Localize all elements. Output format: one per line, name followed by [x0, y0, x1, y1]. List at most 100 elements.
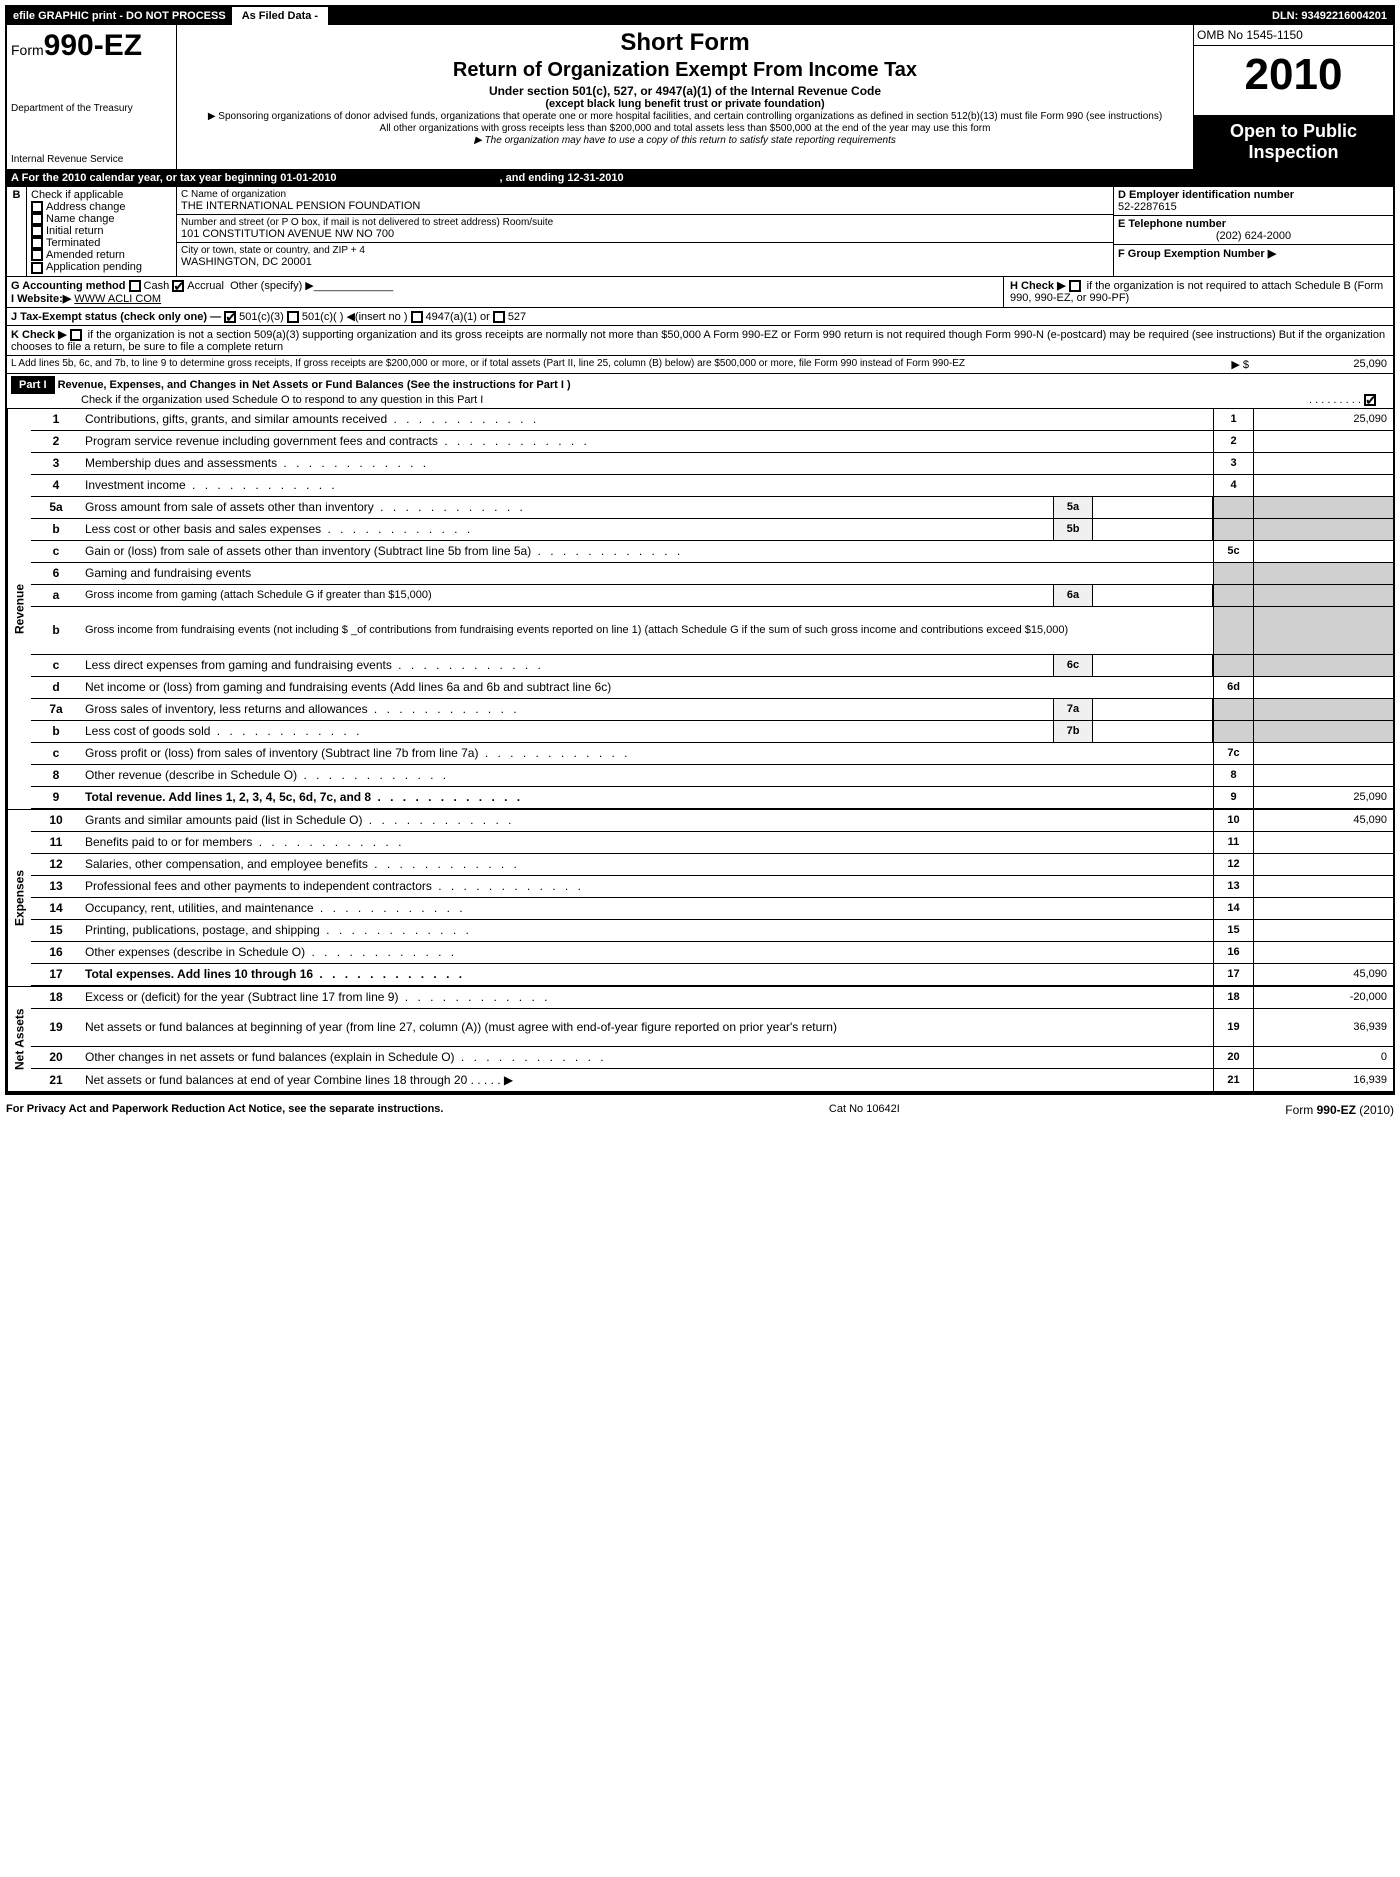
main-title: Return of Organization Exempt From Incom… — [183, 59, 1187, 82]
h-text1: H Check ▶ — [1010, 280, 1066, 292]
f-label: F Group Exemption Number ▶ — [1118, 247, 1389, 260]
inval-5a — [1093, 497, 1213, 518]
chk-schedule-o[interactable] — [1364, 394, 1376, 406]
lbl-4947a1: 4947(a)(1) or — [426, 311, 490, 323]
desc-20: Other changes in net assets or fund bala… — [81, 1048, 1213, 1066]
label-b: B — [7, 187, 27, 276]
chk-terminated[interactable] — [31, 237, 43, 249]
chk-initial-return[interactable] — [31, 225, 43, 237]
desc-7c: Gross profit or (loss) from sales of inv… — [81, 744, 1213, 762]
desc-17: Total expenses. Add lines 10 through 16 — [81, 965, 1213, 983]
num-5b: b — [31, 522, 81, 536]
expenses-body: 10Grants and similar amounts paid (list … — [31, 810, 1393, 986]
on-17: 17 — [1213, 964, 1253, 985]
inval-6a — [1093, 585, 1213, 606]
val-21: 16,939 — [1253, 1069, 1393, 1091]
part-i-heading: Revenue, Expenses, and Changes in Net As… — [58, 379, 571, 391]
part-i-title: Part I — [11, 376, 55, 394]
lbl-accrual: Accrual — [187, 280, 224, 292]
chk-4947a1[interactable] — [411, 311, 423, 323]
num-9: 9 — [31, 790, 81, 804]
on-18: 18 — [1213, 987, 1253, 1008]
on-7c: 7c — [1213, 743, 1253, 764]
desc-13: Professional fees and other payments to … — [81, 877, 1213, 895]
street-label: Number and street (or P O box, if mail i… — [181, 217, 1109, 228]
topbar: efile GRAPHIC print - DO NOT PROCESS As … — [7, 7, 1393, 25]
inval-7b — [1093, 721, 1213, 742]
section-netassets: Net Assets 18Excess or (deficit) for the… — [7, 987, 1393, 1093]
num-6d: d — [31, 680, 81, 694]
on-13: 13 — [1213, 876, 1253, 897]
chk-527[interactable] — [493, 311, 505, 323]
val-6a-shade — [1253, 585, 1393, 606]
chk-accrual[interactable] — [172, 280, 184, 292]
c-label: C Name of organization — [181, 189, 1109, 200]
lbl-other: Other (specify) ▶ — [230, 280, 314, 292]
in-5b: 5b — [1053, 519, 1093, 540]
lbl-527: 527 — [508, 311, 526, 323]
num-8: 8 — [31, 768, 81, 782]
line-j: J Tax-Exempt status (check only one) — 5… — [7, 308, 1393, 326]
chk-name-change[interactable] — [31, 213, 43, 225]
num-5a: 5a — [31, 500, 81, 514]
website-url[interactable]: WWW ACLI COM — [74, 293, 161, 305]
desc-3: Membership dues and assessments — [81, 454, 1213, 472]
desc-6a: Gross income from gaming (attach Schedul… — [81, 587, 1053, 603]
num-7c: c — [31, 746, 81, 760]
val-6d — [1253, 677, 1393, 698]
desc-9: Total revenue. Add lines 1, 2, 3, 4, 5c,… — [81, 788, 1213, 806]
val-16 — [1253, 942, 1393, 963]
phone: (202) 624-2000 — [1118, 230, 1389, 242]
header-left: Form990-EZ Department of the Treasury In… — [7, 25, 177, 169]
num-19: 19 — [31, 1020, 81, 1034]
num-6c: c — [31, 658, 81, 672]
l-value: 25,090 — [1253, 356, 1393, 373]
lbl-amended: Amended return — [46, 249, 125, 261]
k-label: K Check ▶ — [11, 329, 67, 341]
chk-k[interactable] — [70, 329, 82, 341]
inval-7a — [1093, 699, 1213, 720]
desc-12: Salaries, other compensation, and employ… — [81, 855, 1213, 873]
num-2: 2 — [31, 434, 81, 448]
i-label: I Website:▶ — [11, 293, 71, 305]
num-16: 16 — [31, 945, 81, 959]
chk-501c[interactable] — [287, 311, 299, 323]
in-7a: 7a — [1053, 699, 1093, 720]
chk-address-change[interactable] — [31, 201, 43, 213]
on-8: 8 — [1213, 765, 1253, 786]
desc-5b: Less cost or other basis and sales expen… — [81, 520, 1053, 538]
desc-5a: Gross amount from sale of assets other t… — [81, 498, 1053, 516]
in-6a: 6a — [1053, 585, 1093, 606]
org-street: 101 CONSTITUTION AVENUE NW NO 700 — [181, 228, 1109, 240]
chk-schedule-b[interactable] — [1069, 280, 1081, 292]
on-20: 20 — [1213, 1047, 1253, 1068]
chk-pending[interactable] — [31, 262, 43, 274]
chk-cash[interactable] — [129, 280, 141, 292]
name-address-col: C Name of organization THE INTERNATIONAL… — [177, 187, 1113, 276]
on-9: 9 — [1213, 787, 1253, 808]
chk-501c3[interactable] — [224, 311, 236, 323]
g-label: G Accounting method — [11, 280, 125, 292]
num-10: 10 — [31, 813, 81, 827]
part-i-check-text: Check if the organization used Schedule … — [81, 394, 483, 406]
on-12: 12 — [1213, 854, 1253, 875]
part-i-header: Part I Revenue, Expenses, and Changes in… — [7, 374, 1393, 409]
line-a-text: For the 2010 calendar year, or tax year … — [22, 172, 337, 184]
line-a-ending: , and ending 12-31-2010 — [500, 172, 624, 184]
desc-8: Other revenue (describe in Schedule O) — [81, 766, 1213, 784]
form-prefix: Form — [11, 42, 44, 58]
val-4 — [1253, 475, 1393, 496]
num-20: 20 — [31, 1050, 81, 1064]
num-6a: a — [31, 588, 81, 602]
header: Form990-EZ Department of the Treasury In… — [7, 25, 1393, 170]
num-6b: b — [31, 623, 81, 637]
chk-amended[interactable] — [31, 249, 43, 261]
short-form-title: Short Form — [183, 29, 1187, 57]
in-7b: 7b — [1053, 721, 1093, 742]
vlabel-revenue: Revenue — [7, 409, 31, 809]
desc-7a: Gross sales of inventory, less returns a… — [81, 700, 1053, 718]
l-arrow: ▶ $ — [1193, 356, 1253, 373]
line-a: A For the 2010 calendar year, or tax yea… — [7, 170, 1393, 187]
header-center: Short Form Return of Organization Exempt… — [177, 25, 1193, 169]
desc-6c: Less direct expenses from gaming and fun… — [81, 656, 1053, 674]
